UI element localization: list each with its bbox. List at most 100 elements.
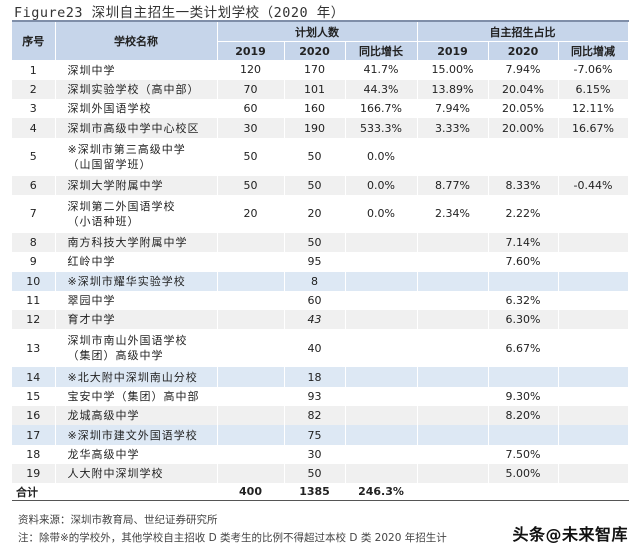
school-name: 龙城高级中学	[55, 406, 218, 426]
plan-yoy	[345, 329, 418, 368]
ratio-2019: 7.94%	[417, 99, 489, 119]
ratio-2020	[488, 271, 559, 291]
ratio-2020: 5.00%	[488, 463, 559, 484]
school-plan-table: 序号 学校名称 计划人数 自主招生占比 2019 2020 同比增长 2019 …	[12, 20, 629, 502]
row-number: 14	[12, 367, 56, 387]
plan-2020: 50	[284, 463, 346, 484]
plan-2019	[217, 386, 285, 407]
ratio-2019	[417, 271, 489, 291]
table-row: 15 宝安中学（集团）高中部 93 9.30%	[12, 386, 629, 407]
table-row: 6 深圳大学附属中学 50 50 0.0% 8.77% 8.33% -0.44%	[12, 175, 629, 195]
row-number: 13	[12, 329, 56, 368]
ratio-2019: 3.33%	[417, 118, 489, 138]
ratio-2019	[417, 310, 489, 330]
ratio-2020: 6.67%	[488, 329, 559, 368]
plan-2019	[217, 406, 285, 426]
plan-2019	[217, 271, 285, 291]
plan-yoy: 41.7%	[345, 60, 418, 80]
school-name: 龙华高级中学	[55, 444, 218, 464]
ratio-yoy	[558, 444, 629, 464]
table-row: 2 深圳实验学校（高中部） 70 101 44.3% 13.89% 20.04% 6.15%	[12, 79, 629, 100]
row-number: 3	[12, 99, 56, 119]
row-number: 1	[12, 60, 56, 80]
plan-yoy	[345, 444, 418, 464]
plan-yoy: 0.0%	[345, 194, 418, 233]
ratio-2020: 8.33%	[488, 175, 559, 195]
plan-yoy: 0.0%	[345, 137, 418, 176]
school-name-line1: 龙城高级中学	[67, 409, 140, 423]
header-ratio-2020: 2020	[488, 41, 559, 60]
plan-2020: 18	[284, 367, 346, 387]
total-row: 合计 400 1385 246.3%	[12, 483, 629, 502]
ratio-yoy	[558, 310, 629, 330]
table-row: 8 南方科技大学附属中学 50 7.14%	[12, 232, 629, 253]
source-note: 资料来源：深圳市教育局、世纪证券研究所	[18, 514, 218, 526]
ratio-2020: 2.22%	[488, 194, 559, 233]
table-row: 11 翠园中学 60 6.32%	[12, 290, 629, 311]
table-row: 9 红岭中学 95 7.60%	[12, 252, 629, 272]
header-plan-2020: 2020	[284, 41, 346, 60]
plan-yoy: 44.3%	[345, 79, 418, 100]
plan-2019	[217, 310, 285, 330]
ratio-2020: 7.60%	[488, 252, 559, 272]
ratio-yoy	[558, 271, 629, 291]
ratio-2019: 13.89%	[417, 79, 489, 100]
ratio-2019	[417, 425, 489, 445]
school-name-line1: ※北大附中深圳南山分校	[67, 370, 198, 384]
ratio-2019	[417, 406, 489, 426]
plan-2019	[217, 232, 285, 253]
school-name: 深圳市南山外国语学校 （集团）高级中学	[55, 329, 218, 368]
plan-2019: 50	[217, 137, 285, 176]
school-name-line1: 深圳实验学校（高中部）	[67, 82, 200, 96]
school-name-line1: 翠园中学	[67, 294, 116, 308]
ratio-2019	[417, 367, 489, 387]
plan-2020: 40	[284, 329, 346, 368]
ratio-yoy	[558, 386, 629, 407]
ratio-yoy	[558, 290, 629, 311]
plan-yoy: 0.0%	[345, 175, 418, 195]
school-name: ※深圳市耀华实验学校	[55, 271, 218, 291]
plan-yoy	[345, 252, 418, 272]
row-number: 7	[12, 194, 56, 233]
school-name: 深圳大学附属中学	[55, 175, 218, 195]
table-row: 5 ※深圳市第三高级中学 （山国留学班） 50 50 0.0%	[12, 137, 629, 176]
row-number: 5	[12, 137, 56, 176]
school-name-line1: 深圳外国语学校	[67, 102, 152, 116]
plan-2020: 95	[284, 252, 346, 272]
school-name: ※北大附中深圳南山分校	[55, 367, 218, 387]
header-ratio-yoy: 同比增减	[558, 41, 629, 60]
plan-yoy	[345, 463, 418, 484]
plan-2020: 8	[284, 271, 346, 291]
plan-2020: 101	[284, 79, 346, 100]
ratio-yoy: 16.67%	[558, 118, 629, 138]
plan-2019	[217, 367, 285, 387]
school-name-line1: 深圳第二外国语学校	[67, 199, 176, 213]
table-row: 16 龙城高级中学 82 8.20%	[12, 406, 629, 426]
table-row: 12 育才中学 43 6.30%	[12, 310, 629, 330]
ratio-2019	[417, 232, 489, 253]
row-number: 12	[12, 310, 56, 330]
school-name: ※深圳市第三高级中学 （山国留学班）	[55, 137, 218, 176]
header-plan-2019: 2019	[217, 41, 285, 60]
ratio-2020	[488, 137, 559, 176]
plan-yoy	[345, 310, 418, 330]
table-row: 7 深圳第二外国语学校 （小语种班） 20 20 0.0% 2.34% 2.22%	[12, 194, 629, 233]
footnote: 注：除带※的学校外，其他学校自主招收 D 类考生的比例不得超过本校 D 类 20…	[18, 532, 447, 544]
ratio-2020: 8.20%	[488, 406, 559, 426]
plan-2020: 75	[284, 425, 346, 445]
total-label: 合计	[12, 483, 56, 502]
ratio-yoy: 12.11%	[558, 99, 629, 119]
watermark: 头条@未来智库	[512, 525, 628, 544]
header-ratio-group: 自主招生占比	[417, 20, 629, 42]
school-name-line1: 深圳中学	[67, 63, 116, 77]
ratio-2020: 7.94%	[488, 60, 559, 80]
row-number: 6	[12, 175, 56, 195]
ratio-2019	[417, 386, 489, 407]
school-name-line2: （小语种班）	[67, 214, 140, 228]
plan-2019	[217, 252, 285, 272]
header-ratio-2019: 2019	[417, 41, 489, 60]
school-name: 红岭中学	[55, 252, 218, 272]
ratio-yoy	[558, 194, 629, 233]
row-number: 2	[12, 79, 56, 100]
plan-2019: 50	[217, 175, 285, 195]
